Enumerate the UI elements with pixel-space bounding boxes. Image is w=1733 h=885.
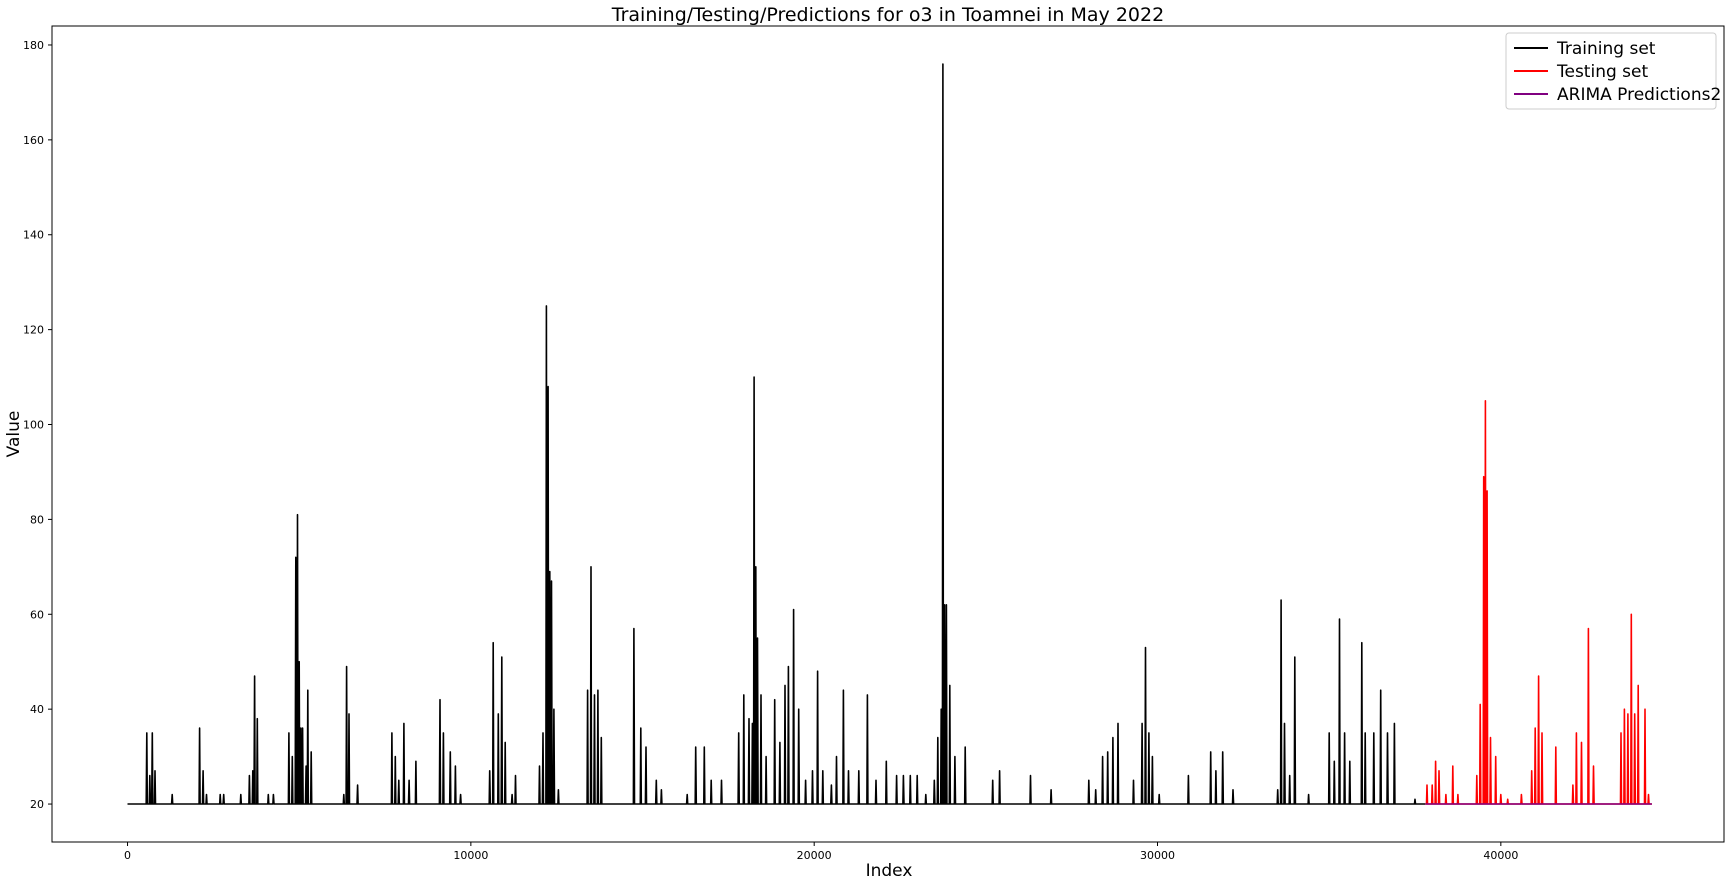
legend-label-arima: ARIMA Predictions2	[1557, 85, 1721, 105]
y-tick-label: 120	[23, 324, 44, 337]
y-tick-label: 60	[30, 608, 44, 621]
legend-frame	[1505, 32, 1717, 110]
x-axis-ticks: 0 10000 20000 30000 40000	[124, 842, 1518, 862]
x-tick-label: 0	[124, 849, 131, 862]
y-tick-label: 180	[23, 39, 44, 52]
y-tick-label: 160	[23, 134, 44, 147]
x-tick-label: 20000	[797, 849, 832, 862]
x-tick-label: 30000	[1140, 849, 1175, 862]
series-line-testing-set	[1425, 400, 1652, 805]
legend: Training set Testing set ARIMA Predictio…	[1505, 32, 1721, 110]
y-tick-label: 40	[30, 703, 44, 716]
y-tick-label: 20	[30, 798, 44, 811]
chart-title: Training/Testing/Predictions for o3 in T…	[611, 4, 1164, 26]
x-tick-label: 40000	[1483, 849, 1518, 862]
series-layer	[127, 63, 1652, 805]
legend-label-testing: Testing set	[1556, 62, 1648, 82]
y-axis-ticks: 20 40 60 80 100 120 140 160 180	[23, 39, 52, 811]
x-axis-title: Index	[866, 861, 913, 881]
x-tick-label: 10000	[453, 849, 488, 862]
series-line-training-set	[127, 63, 1426, 805]
y-tick-label: 100	[23, 419, 44, 432]
y-axis-title: Value	[4, 411, 24, 458]
y-tick-label: 140	[23, 229, 44, 242]
legend-label-training: Training set	[1556, 39, 1656, 59]
plot-frame	[51, 25, 1725, 843]
y-tick-label: 80	[30, 513, 44, 526]
